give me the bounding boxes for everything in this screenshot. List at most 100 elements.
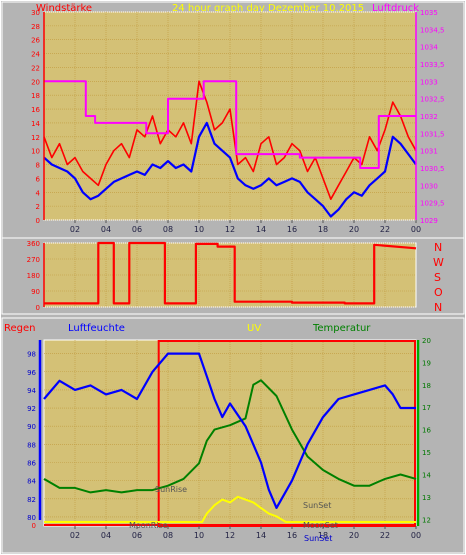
y-right-tick-label: 1031 xyxy=(420,148,438,156)
series-luftfeuchte xyxy=(43,352,416,509)
y-humidity-tick-label: 90 xyxy=(27,423,36,431)
y-right-tick-label: 1033,5 xyxy=(420,61,445,69)
y-temperature-tick-label: 18 xyxy=(422,382,431,390)
x-tick-label: 00 xyxy=(411,225,421,234)
header-luftfeuchte: Luftfeuchte xyxy=(68,323,125,334)
y-direction-tick-label: 270 xyxy=(27,256,40,264)
y-humidity-tick-label: 92 xyxy=(27,405,36,413)
y-left-tick-label: 26 xyxy=(31,37,40,45)
panel1-grid xyxy=(44,11,416,221)
x-tick-label: 02 xyxy=(70,225,80,234)
y-temperature-tick-label: 16 xyxy=(422,427,431,435)
y-left-tick-label: 28 xyxy=(31,23,40,31)
humidity-temperature-panel: Regen Luftfeuchte UV Temperatur 80 82 84 86… xyxy=(1,317,465,554)
wind-direction-panel: 0 90 180 270 360 N W S O N xyxy=(1,237,465,315)
x-tick-label: 18 xyxy=(318,225,328,234)
x-tick-label: 16 xyxy=(287,225,297,234)
header-regen: Regen xyxy=(4,323,36,334)
y-humidity-tick-label: 82 xyxy=(27,496,36,504)
annotation-moonrise: MoonRise xyxy=(129,521,168,530)
y-rain-tick-label: 0 xyxy=(32,522,36,530)
direction-label-n2: N xyxy=(434,301,442,314)
panel2-series xyxy=(44,241,417,305)
panel3-series xyxy=(43,340,417,527)
y-right-tick-label: 1033 xyxy=(420,78,438,86)
x-tick-label: 18 xyxy=(318,531,328,540)
header-uv: UV xyxy=(247,323,261,334)
x-tick-label: 22 xyxy=(380,531,390,540)
annotation-sunset-bottom: SunSet xyxy=(304,534,332,543)
y-left-tick-label: 12 xyxy=(31,134,40,142)
y-left-tick-label: 8 xyxy=(36,162,40,170)
y-right-tick-label: 1035 xyxy=(420,9,438,17)
x-tick-label: 14 xyxy=(256,531,266,540)
y-left-tick-label: 2 xyxy=(36,203,40,211)
header-windstaerke: Windstärke xyxy=(36,3,92,14)
x-tick-label: 08 xyxy=(163,531,173,540)
series-uv xyxy=(44,495,416,523)
y-direction-tick-label: 180 xyxy=(27,272,40,280)
annotation-sunrise: SunRise xyxy=(155,485,187,494)
x-tick-label: 02 xyxy=(70,531,80,540)
y-temperature-tick-label: 19 xyxy=(422,359,431,367)
y-temperature-tick-label: 20 xyxy=(422,337,431,345)
y-humidity-tick-label: 96 xyxy=(27,369,36,377)
header-title: 24 hour graph day Dezember 10.2015 xyxy=(172,3,364,14)
y-humidity-tick-label: 86 xyxy=(27,459,36,467)
x-tick-label: 00 xyxy=(411,531,421,540)
panel2-frame xyxy=(1,237,465,315)
y-humidity-tick-label: 84 xyxy=(27,478,36,486)
y-humidity-tick-label: 80 xyxy=(27,514,36,522)
x-tick-label: 22 xyxy=(380,225,390,234)
x-tick-label: 16 xyxy=(287,531,297,540)
annotation-moonset: MoonSet xyxy=(303,521,338,530)
x-tick-label: 12 xyxy=(225,531,235,540)
series-windstaerke-mittel xyxy=(43,121,417,218)
y-humidity-tick-label: 88 xyxy=(27,441,36,449)
direction-label-w: W xyxy=(433,256,444,269)
y-left-tick-label: 14 xyxy=(31,120,40,128)
y-temperature-tick-label: 14 xyxy=(422,471,431,479)
y-left-tick-label: 18 xyxy=(31,92,40,100)
y-left-tick-label: 22 xyxy=(31,64,40,72)
y-humidity-tick-label: 94 xyxy=(27,387,36,395)
y-temperature-tick-label: 12 xyxy=(422,516,431,524)
x-tick-label: 12 xyxy=(225,225,235,234)
x-tick-label: 04 xyxy=(101,531,111,540)
x-tick-label: 10 xyxy=(194,531,204,540)
panel3-frame xyxy=(1,317,465,554)
x-tick-label: 06 xyxy=(132,531,142,540)
y-left-tick-label: 16 xyxy=(31,106,40,114)
series-windrichtung xyxy=(44,241,417,305)
y-left-tick-label: 6 xyxy=(36,175,41,183)
y-right-tick-label: 1031,5 xyxy=(420,130,445,138)
x-tick-label: 04 xyxy=(101,225,111,234)
header-temperatur: Temperatur xyxy=(312,323,371,334)
y-right-tick-label: 1034 xyxy=(420,44,438,52)
wind-pressure-panel: Windstärke 24 hour graph day Dezember 10… xyxy=(1,1,465,239)
series-luftdruck xyxy=(44,80,416,169)
y-right-tick-label: 1032,5 xyxy=(420,96,445,104)
panel1-series xyxy=(43,80,417,218)
y-left-tick-label: 30 xyxy=(31,9,40,17)
x-tick-label: 08 xyxy=(163,225,173,234)
y-left-tick-label: 0 xyxy=(36,217,40,225)
y-right-tick-label: 1029 xyxy=(420,217,438,225)
y-right-tick-label: 1032 xyxy=(420,113,438,121)
panel3-axes: 8082848688909294969812131415161718192000… xyxy=(27,337,431,540)
y-left-tick-label: 4 xyxy=(36,189,41,197)
x-tick-label: 20 xyxy=(349,531,359,540)
direction-label-o: O xyxy=(434,286,443,299)
x-tick-label: 06 xyxy=(132,225,142,234)
y-humidity-tick-label: 98 xyxy=(27,351,36,359)
y-direction-tick-label: 0 xyxy=(36,304,40,312)
annotation-sunset: SunSet xyxy=(303,501,331,510)
y-left-tick-label: 24 xyxy=(31,51,40,59)
y-right-tick-label: 1030 xyxy=(420,182,438,190)
x-tick-label: 10 xyxy=(194,225,204,234)
y-temperature-tick-label: 17 xyxy=(422,404,431,412)
direction-label-s: S xyxy=(434,271,441,284)
panel1-axes: 02468101214161820222426283010291029,5103… xyxy=(31,9,444,234)
y-left-tick-label: 20 xyxy=(31,78,40,86)
